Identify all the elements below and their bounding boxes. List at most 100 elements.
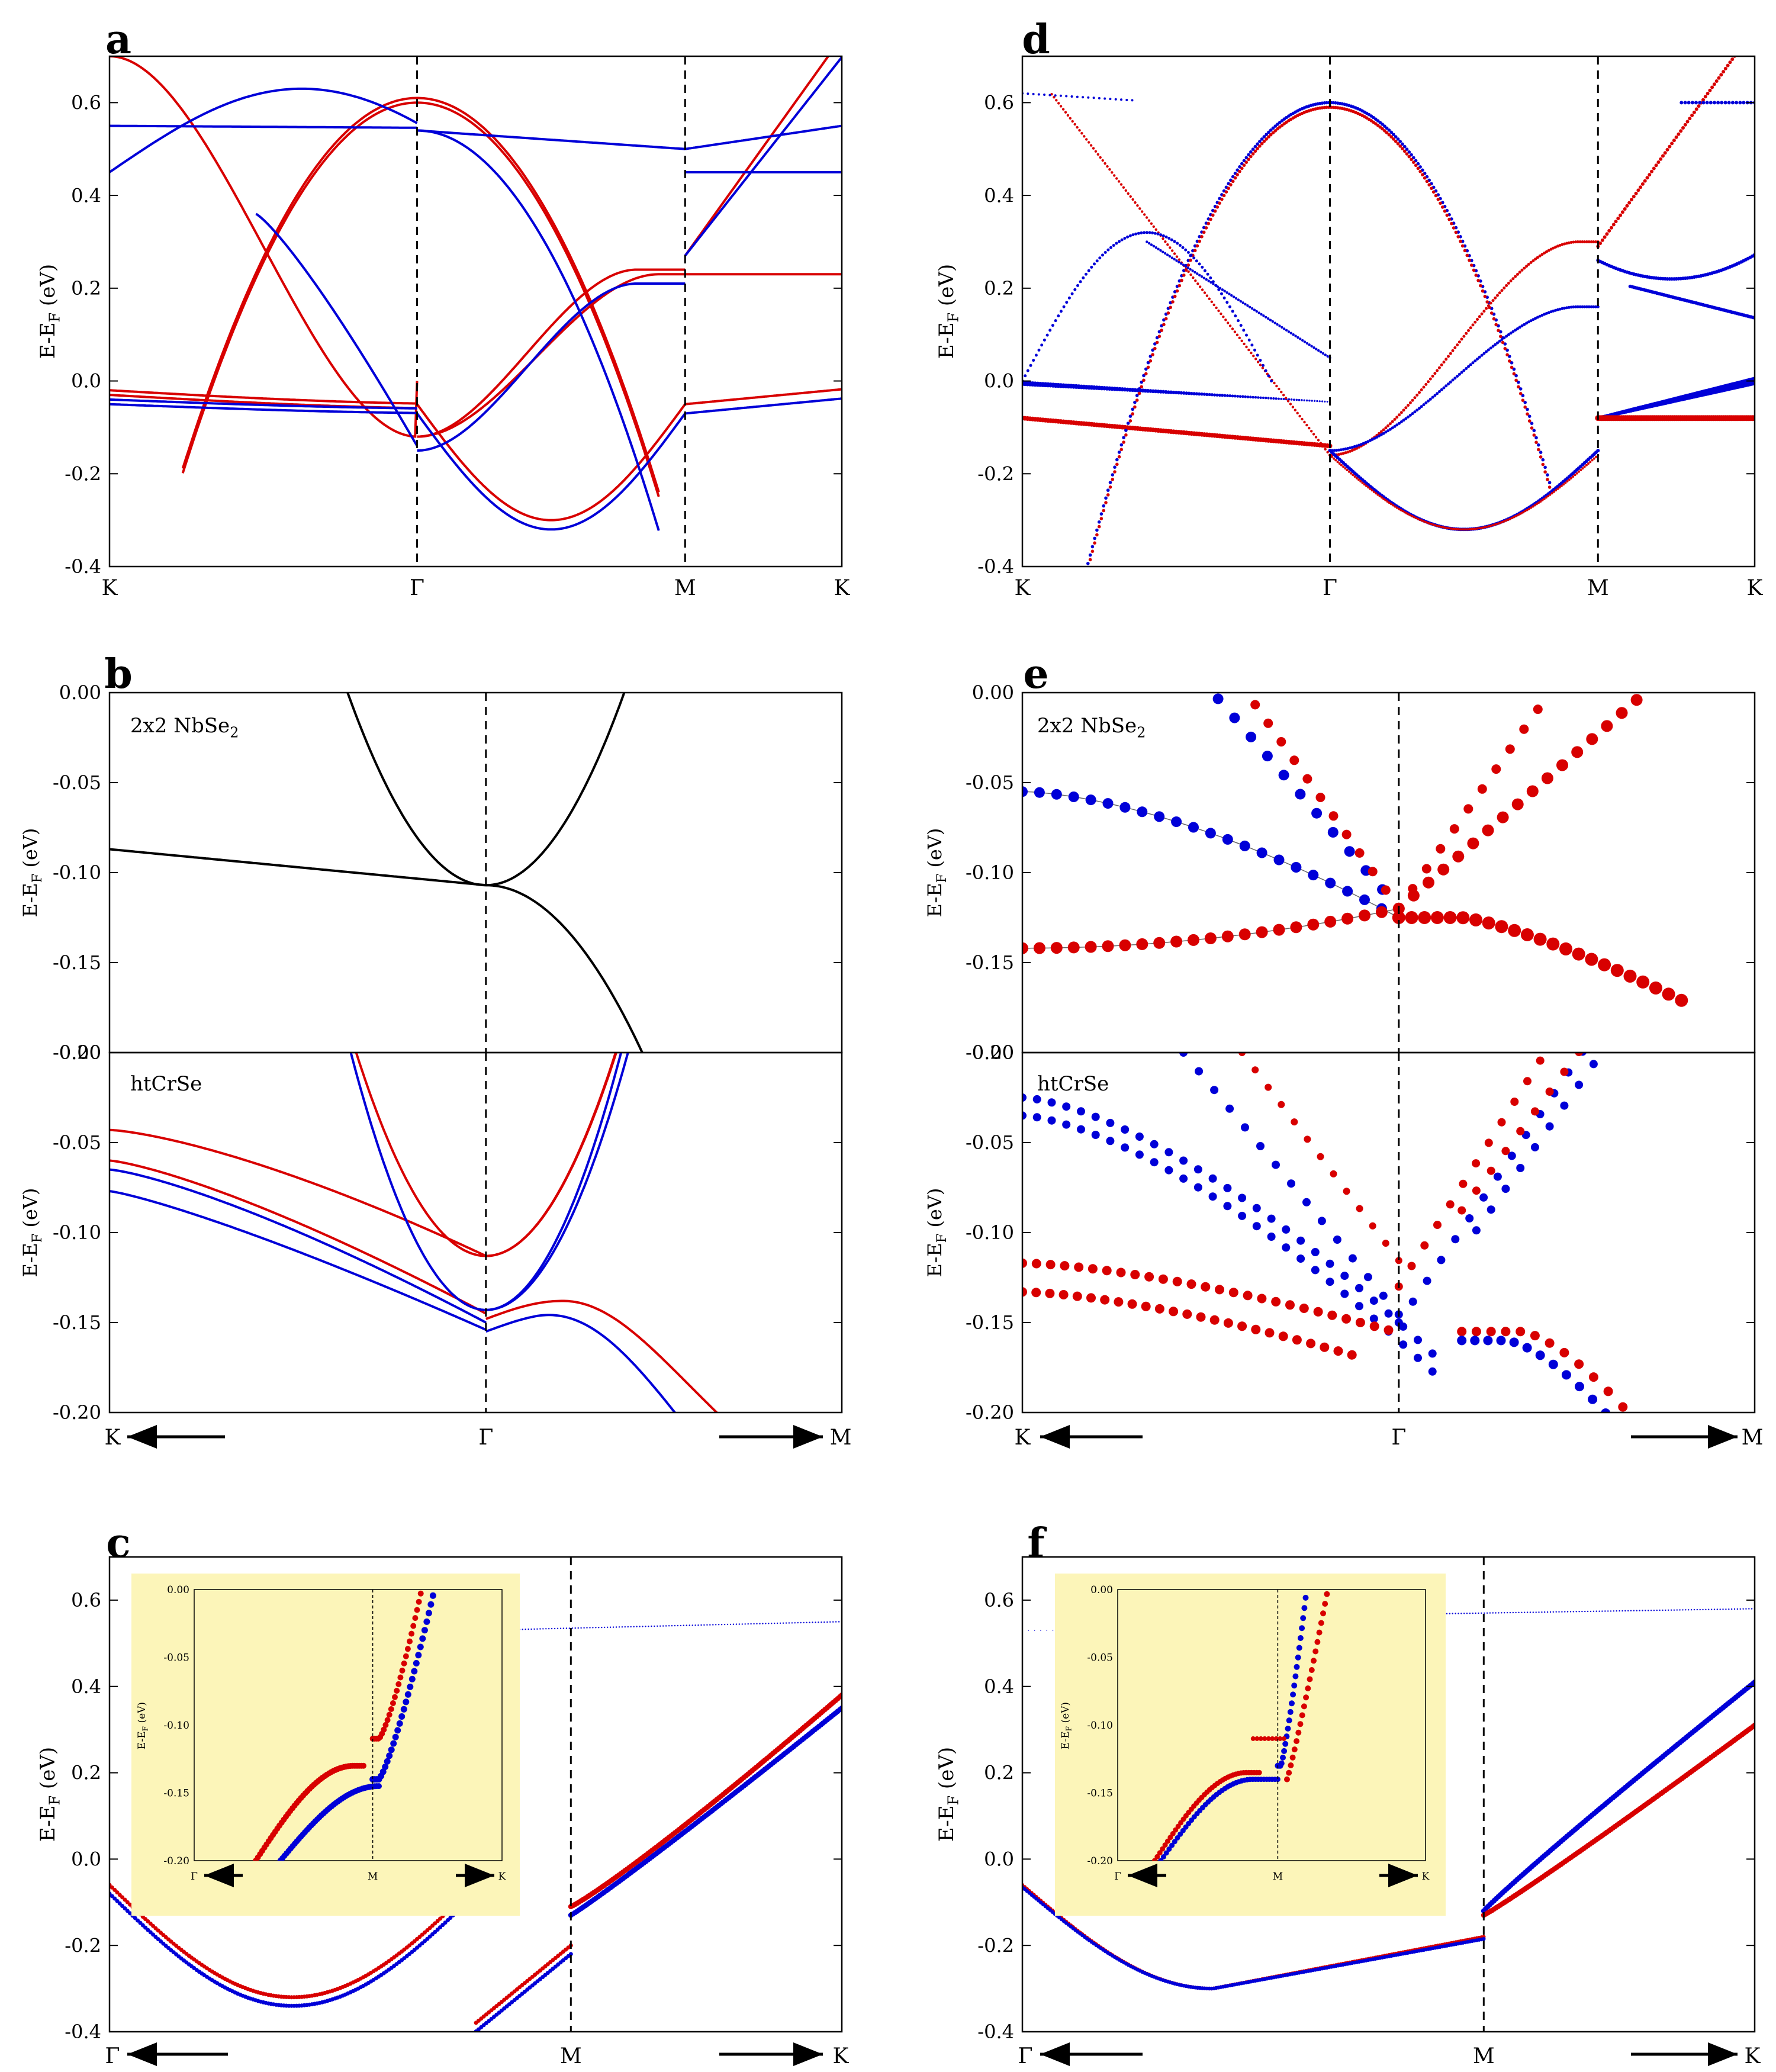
spin-down-point — [1572, 1611, 1574, 1613]
spin-down-point — [815, 1621, 816, 1623]
spin-up-point — [1311, 1658, 1317, 1664]
spin-up-point — [1321, 445, 1324, 448]
spin-down-point — [1283, 327, 1286, 330]
spin-up-point — [1601, 720, 1613, 732]
spin-up-point — [1524, 510, 1527, 513]
spin-down-point — [756, 1623, 758, 1624]
spin-up-point — [1416, 166, 1420, 170]
spin-down-point — [1313, 400, 1316, 402]
spin-up-point — [1388, 501, 1391, 504]
spin-up-point — [1085, 941, 1097, 953]
spin-down-point — [1529, 319, 1533, 323]
spin-down-point — [1212, 282, 1215, 285]
spin-up-point — [1238, 169, 1241, 173]
panel-b-bottom-bands — [110, 1053, 719, 1413]
spin-up-point — [1299, 1304, 1309, 1313]
spin-up-point — [1147, 219, 1151, 222]
spin-up-point — [1258, 144, 1262, 148]
spin-up-point — [1067, 941, 1080, 954]
spin-up-point — [1640, 182, 1645, 186]
spin-down-point — [1496, 341, 1499, 345]
spin-up-point — [1308, 1667, 1315, 1673]
spin-down-point — [1683, 101, 1687, 105]
x-tick-label: Γ — [1391, 1426, 1406, 1450]
spin-down-point — [688, 1624, 690, 1626]
spin-down-point — [1093, 536, 1096, 540]
spin-down-point — [1221, 288, 1224, 291]
spin-up-point — [1469, 326, 1472, 330]
spin-down-point — [379, 1768, 387, 1775]
spin-up-point — [1547, 249, 1550, 252]
spin-down-point — [1324, 353, 1327, 356]
spin-down-point — [1394, 135, 1398, 139]
spin-up-point — [1674, 135, 1678, 139]
y-tick-label: 0.2 — [71, 1762, 101, 1784]
spin-up-point — [1411, 398, 1414, 402]
spin-down-point — [1148, 231, 1151, 234]
spin-up-point — [1663, 151, 1667, 155]
spin-down-point — [1340, 1272, 1349, 1280]
spin-down-point — [1150, 1140, 1159, 1148]
spin-down-point — [1548, 1359, 1558, 1369]
spin-up-point — [1547, 485, 1552, 489]
spin-down-point — [1357, 443, 1361, 447]
spin-down-point — [1209, 281, 1212, 284]
y-axis-label-sub: F — [934, 1234, 950, 1243]
spin-down-point — [1154, 246, 1158, 249]
spin-down-point — [1252, 1222, 1261, 1231]
spin-down-point — [1538, 314, 1542, 318]
spin-up-point — [1350, 472, 1353, 475]
spin-up-point — [1337, 453, 1341, 456]
spin-down-point — [1189, 253, 1193, 257]
spin-up-point — [1564, 481, 1567, 484]
spin-down-point — [750, 1623, 752, 1625]
spin-up-point — [1407, 513, 1410, 516]
spin-down-point — [1112, 244, 1115, 247]
spin-down-point — [1604, 1610, 1606, 1612]
panel-a: a-0.4-0.20.00.20.40.6K Γ M KE-EF (eV) — [36, 16, 851, 600]
spin-down-point — [595, 1627, 597, 1629]
spin-down-point — [1601, 1408, 1611, 1413]
spin-up-point — [1463, 249, 1467, 253]
spin-down-point — [1133, 400, 1137, 404]
spin-down-point — [1106, 248, 1110, 252]
spin-down-point — [1241, 1123, 1249, 1132]
spin-down-point — [1051, 789, 1062, 800]
spin-up-point — [1572, 947, 1585, 961]
spin-down-point — [1418, 407, 1421, 410]
spin-up-point — [1445, 526, 1448, 529]
y-axis-label-unit: (eV) — [935, 1747, 958, 1796]
spin-up-point — [1022, 1287, 1027, 1297]
spin-up-point — [1449, 824, 1459, 834]
spin-up-point — [1222, 316, 1225, 318]
spin-up-point — [1296, 411, 1299, 414]
spin-up-point — [1262, 1736, 1267, 1741]
spin-up-point — [1167, 1835, 1173, 1841]
spin-down-point — [386, 1752, 393, 1759]
spin-up-point — [1142, 378, 1146, 382]
spin-down-point — [1688, 1609, 1690, 1611]
spin-down-point — [1170, 256, 1174, 259]
spin-down-point — [1073, 288, 1077, 291]
inset-x-tick-label: K — [1422, 1871, 1430, 1883]
spin-up-point — [1278, 125, 1282, 129]
spin-up-point — [1127, 192, 1130, 195]
spin-down-point — [1272, 397, 1275, 400]
spin-down-point — [1120, 98, 1122, 101]
spin-down-point — [1451, 1235, 1460, 1244]
spin-down-point — [1472, 1612, 1473, 1614]
spin-down-point — [1460, 1613, 1462, 1614]
spin-down-point — [1062, 1102, 1071, 1111]
spin-up-point — [1170, 1830, 1176, 1836]
band-down — [417, 129, 686, 150]
spin-up-point — [1685, 120, 1690, 124]
spin-down-point — [1696, 1608, 1698, 1611]
panel-d: d-0.4-0.20.00.20.40.6K Γ M KE-EF (eV) — [935, 16, 1764, 600]
spin-up-point — [1022, 942, 1028, 954]
spin-up-point — [1182, 1309, 1192, 1319]
spin-down-point — [1509, 1611, 1511, 1614]
spin-up-point — [1420, 519, 1423, 522]
spin-down-point — [1186, 250, 1190, 254]
spin-down-point — [1491, 345, 1495, 348]
spin-up-point — [1196, 1312, 1206, 1322]
